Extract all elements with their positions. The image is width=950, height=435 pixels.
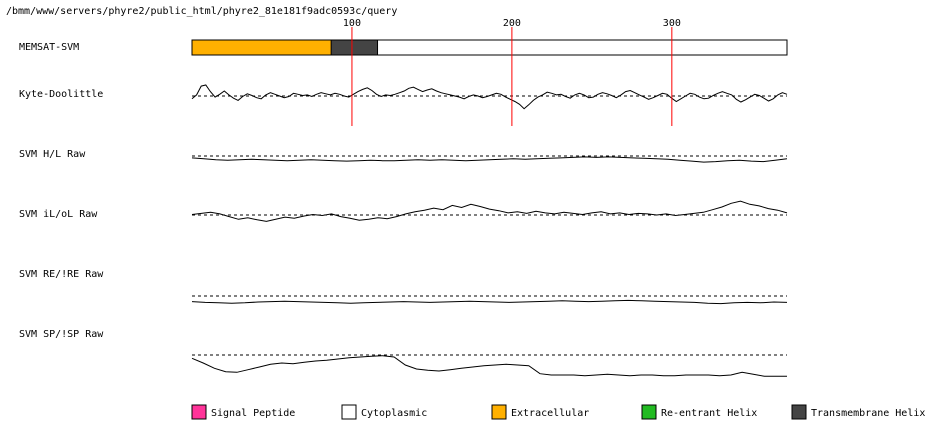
row-label-memsat-svm: MEMSAT-SVM [19, 42, 79, 53]
row-label-kyte-doolittle: Kyte-Doolittle [19, 89, 103, 100]
legend-swatch-extracellular [491, 404, 507, 420]
legend-label-transmembrane-helix: Transmembrane Helix [811, 408, 925, 419]
legend-swatch-signal-peptide [191, 404, 207, 420]
tick-label-300: 300 [663, 18, 681, 29]
legend-label-extracellular: Extracellular [511, 408, 589, 419]
legend-label-re-entrant-helix: Re-entrant Helix [661, 408, 757, 419]
trace-svm-sp-sp-raw [191, 355, 787, 377]
row-label-svm-il-ol-raw: SVM iL/oL Raw [19, 209, 98, 220]
query-path-title: /bmm/www/servers/phyre2/public_html/phyr… [6, 6, 397, 17]
legend-swatch-re-entrant-helix [641, 404, 657, 420]
trace-svm-h-l-raw [191, 156, 788, 163]
trace-svm-re-re-raw [191, 299, 788, 305]
legend-swatch-transmembrane-helix [791, 404, 807, 420]
tick-label-100: 100 [343, 18, 361, 29]
legend-label-signal-peptide: Signal Peptide [211, 408, 295, 419]
row-label-svm-sp-sp-raw: SVM SP/!SP Raw [19, 329, 104, 340]
row-label-svm-h-l-raw: SVM H/L Raw [19, 149, 86, 160]
topology-segment-extracellular [191, 39, 334, 56]
topology-segment-transmembrane-helix [330, 39, 380, 56]
trace-svm-il-ol-raw [191, 200, 788, 222]
tick-label-200: 200 [503, 18, 521, 29]
legend-label-cytoplasmic: Cytoplasmic [361, 408, 427, 419]
trace-kyte-doolittle [191, 84, 788, 110]
legend-swatch-cytoplasmic [341, 404, 357, 420]
topology-segment-cytoplasmic [377, 39, 788, 56]
row-label-svm-re-re-raw: SVM RE/!RE Raw [19, 269, 104, 280]
